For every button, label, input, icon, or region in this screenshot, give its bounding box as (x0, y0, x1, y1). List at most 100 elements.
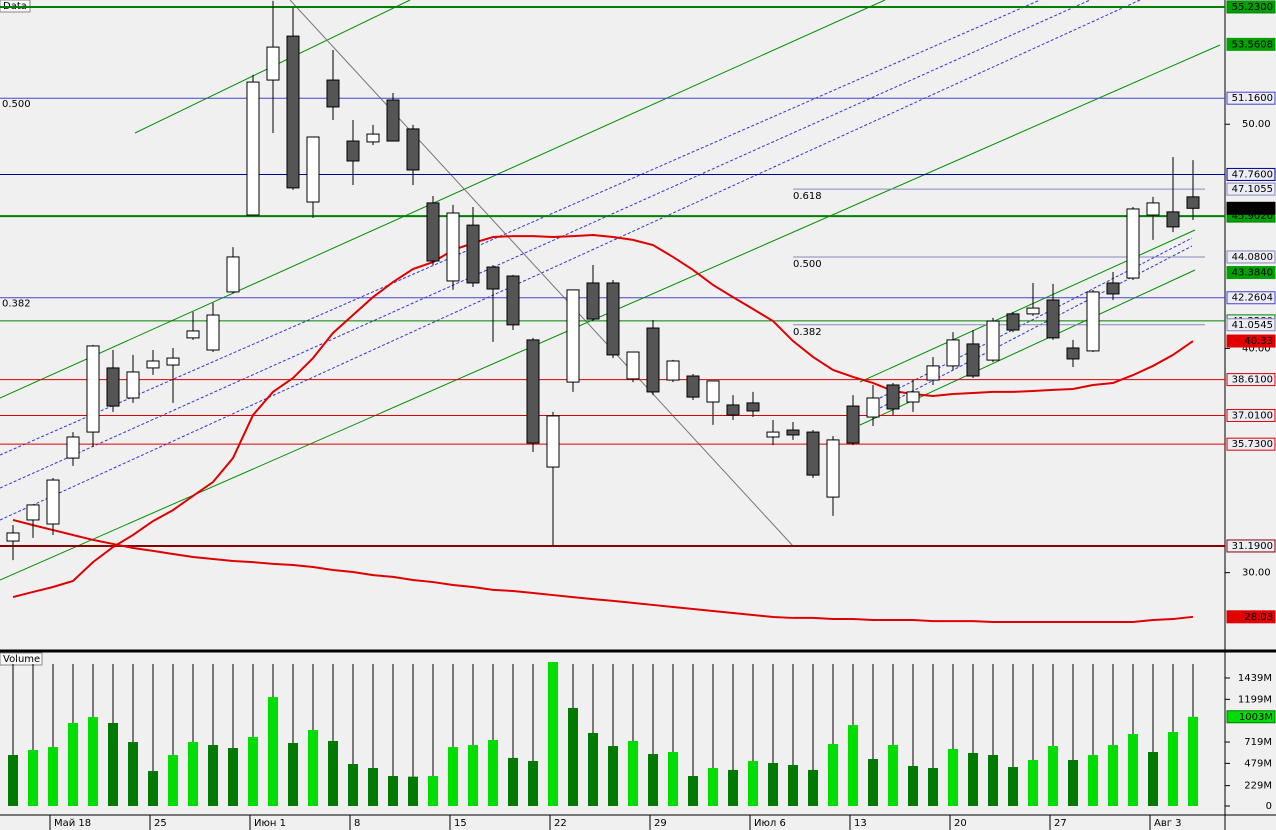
volume-bar (228, 747, 238, 806)
y-tick-label: 719M (1244, 737, 1272, 748)
volume-bar (928, 768, 938, 806)
volume-bar (48, 747, 58, 806)
x-tick-label: 22 (554, 818, 567, 829)
candle-body (726, 404, 740, 416)
candle-body (846, 405, 860, 444)
volume-bar (888, 744, 898, 806)
volume-bar (768, 763, 778, 806)
trendline (0, 0, 1141, 521)
candle-body (966, 343, 980, 377)
price-label: 55.2300 (1232, 2, 1273, 13)
candle-body (1166, 211, 1180, 228)
candle-body (146, 360, 160, 369)
volume-bar (608, 746, 618, 806)
candle-body (1126, 208, 1140, 279)
volume-bar (828, 743, 838, 806)
volume-bar (148, 771, 158, 806)
volume-bar (508, 757, 518, 806)
price-label: 38.6100 (1232, 375, 1273, 386)
trendline (0, 0, 1041, 456)
trendline (289, 0, 794, 547)
price-label-box (1226, 610, 1276, 624)
y-tick-label: 1199M (1238, 694, 1272, 705)
price-label: 46.25 (1244, 203, 1273, 214)
candle-body (1186, 196, 1200, 209)
candle-body (306, 136, 320, 203)
price-label-box (1226, 201, 1276, 215)
fib-label: 0.382 (2, 299, 31, 310)
volume-bar (128, 742, 138, 806)
volume-bar (1168, 731, 1178, 806)
candle-body (586, 282, 600, 320)
volume-bar (948, 748, 958, 806)
candle-body (326, 79, 340, 108)
volume-bar (388, 776, 398, 806)
volume-bar (108, 722, 118, 806)
candle-body (1046, 299, 1060, 339)
volume-bar (468, 744, 478, 806)
price-label: 45.9020 (1232, 211, 1273, 222)
y-tick-label: 50.00 (1242, 119, 1271, 130)
price-label: 47.1055 (1232, 184, 1273, 195)
candle-body (46, 479, 60, 525)
price-label: 40.33 (1244, 336, 1273, 347)
volume-bar (288, 743, 298, 806)
candle-body (646, 327, 660, 393)
volume-bar (68, 722, 78, 806)
candle-body (706, 380, 720, 403)
trendline (879, 245, 1193, 409)
volume-bar (588, 732, 598, 806)
candle-body (866, 397, 880, 418)
candle-body (546, 415, 560, 468)
candle-body (226, 256, 240, 293)
fib-label: 0.618 (793, 191, 822, 202)
candle-body (1146, 202, 1160, 216)
x-tick-label: Авг 3 (1154, 818, 1182, 829)
price-label-box (1226, 266, 1276, 280)
candle-body (686, 375, 700, 398)
candle-body (446, 212, 460, 282)
price-label-box (1226, 250, 1276, 264)
volume-bar (848, 725, 858, 806)
price-label: 28.03 (1244, 612, 1273, 623)
volume-bar (88, 717, 98, 806)
moving-average (12, 518, 1194, 623)
price-label-box (1226, 334, 1276, 348)
candle-body (526, 339, 540, 444)
volume-bar (248, 736, 258, 806)
candle-body (826, 439, 840, 498)
volume-bar (428, 776, 438, 806)
volume-bar (1028, 760, 1038, 806)
x-tick-label: Июн 1 (254, 818, 286, 829)
candle-body (886, 384, 900, 410)
price-label: 42.2604 (1232, 293, 1273, 304)
fib-label: 0.500 (2, 99, 31, 110)
candle-body (346, 140, 360, 162)
volume-bar (708, 768, 718, 806)
candle-body (1086, 291, 1100, 352)
candle-body (286, 35, 300, 189)
title-box (0, 652, 43, 666)
volume-bar (448, 747, 458, 806)
price-label: 44.0800 (1232, 252, 1273, 263)
volume-bar (1148, 751, 1158, 806)
volume-bar (408, 776, 418, 806)
candle-body (246, 81, 260, 216)
moving-average (12, 233, 1194, 599)
price-label: 43.3840 (1232, 268, 1273, 279)
price-label: 47.7600 (1232, 169, 1273, 180)
price-label-box (1226, 539, 1276, 553)
candle-body (6, 532, 20, 542)
x-tick-label: 27 (1054, 818, 1067, 829)
volume-bar (488, 739, 498, 806)
volume-bar (268, 697, 278, 806)
y-tick-label: 229M (1244, 781, 1272, 792)
candle-body (466, 224, 480, 284)
x-tick-label: 15 (454, 818, 467, 829)
trendline (879, 237, 1193, 399)
candle-body (606, 282, 620, 356)
volume-bar (348, 764, 358, 806)
candle-body (386, 99, 400, 142)
volume-bar (188, 742, 198, 806)
